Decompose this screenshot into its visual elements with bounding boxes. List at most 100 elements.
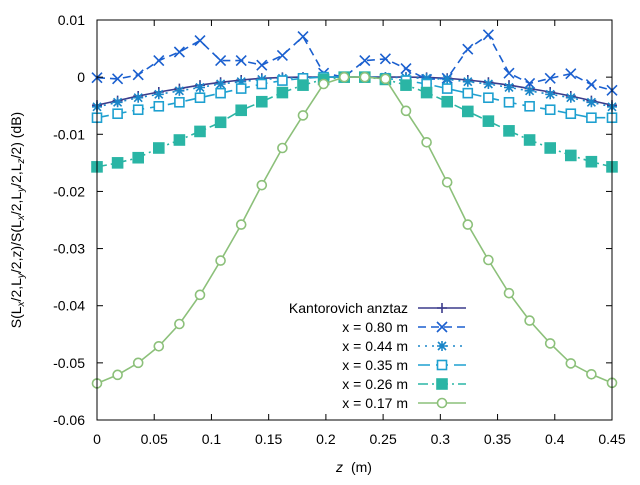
data-point (112, 369, 123, 381)
legend-entry: x = 0.35 m (342, 357, 466, 373)
data-point (215, 255, 226, 266)
series-line (96, 76, 613, 168)
data-point (194, 92, 206, 104)
data-point (132, 69, 144, 81)
data-point (132, 357, 144, 369)
data-point (112, 97, 123, 108)
data-point (586, 368, 597, 380)
data-point (173, 46, 185, 58)
data-point (504, 82, 514, 93)
data-point (586, 112, 597, 124)
data-point (174, 85, 185, 96)
data-point (173, 134, 186, 146)
legend-entry: x = 0.80 m (342, 319, 466, 335)
legend: Kantorovich anztaz x = 0.80 m x = 0.44 m x … (289, 300, 466, 411)
data-point (462, 87, 474, 99)
data-point (545, 89, 556, 100)
data-point (421, 136, 432, 148)
data-point (483, 254, 494, 266)
legend-label: x = 0.17 m (342, 395, 408, 411)
legend-entry: Kantorovich anztaz (289, 300, 466, 316)
data-point (400, 63, 412, 75)
legend-marker (436, 397, 448, 409)
data-point (421, 73, 432, 84)
data-point (462, 76, 473, 87)
data-point (462, 43, 474, 55)
data-point (441, 83, 453, 94)
series-3 (91, 71, 618, 124)
data-point (442, 74, 453, 85)
y-axis-label-part: /2,L (8, 278, 24, 302)
data-point (112, 108, 123, 120)
x-axis-label-unit: (m) (351, 459, 372, 475)
data-point (482, 29, 494, 41)
data-point (276, 86, 289, 99)
data-point (544, 338, 556, 349)
data-point (194, 35, 206, 47)
x-tick-label: 0.25 (369, 431, 396, 447)
data-point (235, 55, 247, 67)
series-2 (92, 72, 617, 112)
data-point (400, 105, 412, 117)
x-tick-label: 0 (93, 431, 101, 447)
y-tick-label: -0.04 (53, 298, 85, 314)
y-tick-label: -0.01 (53, 126, 85, 142)
data-point (524, 315, 535, 326)
legend-label: x = 0.44 m (342, 338, 408, 354)
data-point (235, 104, 247, 117)
y-axis-label-subscript: y (16, 272, 27, 279)
x-tick-label: 0.3 (431, 431, 451, 447)
data-point (236, 76, 247, 87)
x-tick-label: 0.4 (545, 431, 565, 447)
data-point (565, 92, 576, 103)
series-4 (91, 71, 618, 173)
data-point (544, 72, 556, 84)
data-point (565, 68, 577, 80)
data-point (359, 71, 371, 83)
data-point (214, 116, 227, 129)
data-point (215, 79, 226, 89)
data-point (379, 53, 391, 65)
data-point (297, 79, 309, 91)
plot-frame (96, 19, 613, 421)
data-point (420, 86, 433, 99)
data-point (462, 219, 474, 230)
data-point (544, 104, 556, 116)
legend-marker (437, 303, 447, 313)
x-tick-label: 0.2 (316, 431, 336, 447)
data-point (524, 100, 535, 112)
legend-entry: x = 0.26 m (342, 376, 466, 392)
x-axis-label: z (m) (335, 459, 372, 475)
data-point (195, 82, 205, 93)
data-point (503, 287, 515, 299)
legend-entry: x = 0.44 m (342, 338, 466, 354)
data-point (153, 340, 165, 352)
data-point (132, 104, 144, 116)
data-point (255, 95, 268, 108)
data-point (483, 92, 494, 104)
data-point (524, 85, 535, 96)
legend-label: x = 0.26 m (342, 376, 408, 392)
data-point (503, 96, 515, 108)
x-tick-label: 0.15 (255, 431, 282, 447)
data-point (297, 31, 309, 43)
data-point (277, 142, 288, 154)
data-point (297, 110, 309, 121)
data-point (112, 73, 124, 85)
axes-layer: 0.01 0 -0.01 -0.02 -0.03 -0.04 -0.05 -0.06 0 0.05… (53, 12, 626, 447)
data-point (503, 125, 515, 137)
y-tick-label: 0.01 (58, 12, 85, 28)
data-point (585, 79, 597, 91)
series-line (96, 76, 613, 385)
data-point (194, 125, 206, 138)
x-tick-label: 0.05 (141, 431, 168, 447)
y-axis-label-subscript: z (16, 158, 27, 164)
data-point (153, 55, 165, 67)
data-point (215, 55, 227, 67)
data-point (359, 55, 371, 67)
data-point (585, 155, 598, 168)
data-point (523, 134, 536, 146)
legend-entry: x = 0.17 m (342, 395, 466, 411)
data-point (276, 49, 288, 61)
data-point (215, 87, 226, 99)
